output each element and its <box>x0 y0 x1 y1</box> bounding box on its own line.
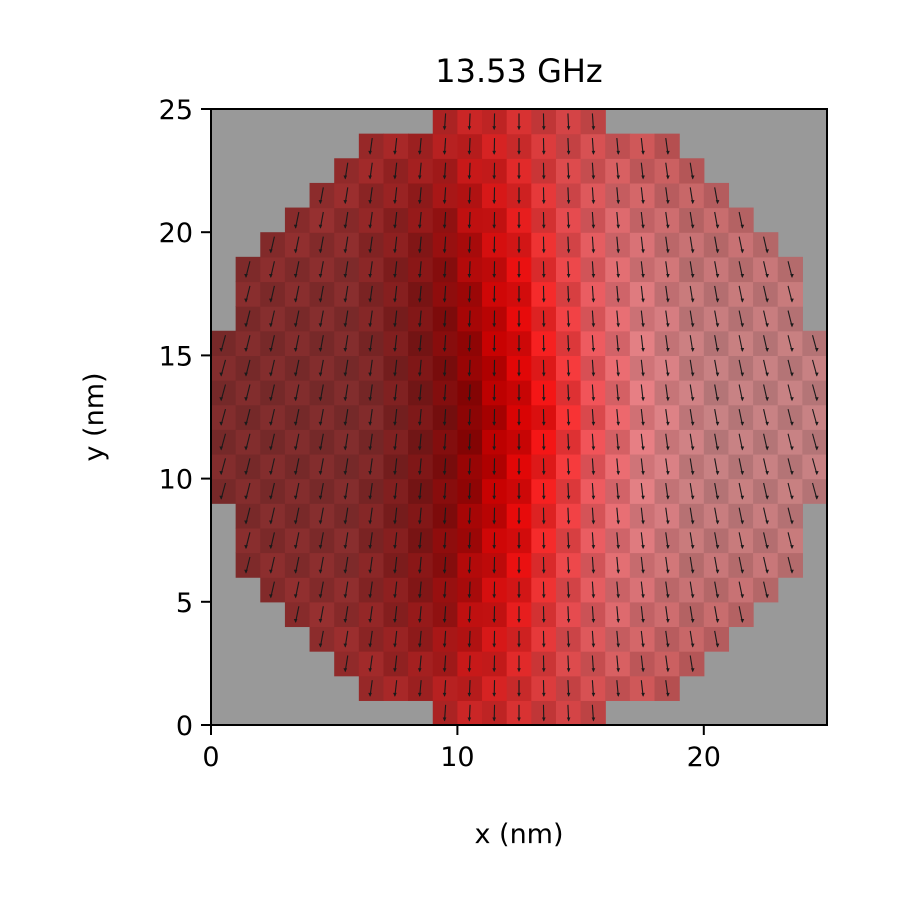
y-tick-label: 25 <box>159 95 193 126</box>
chart-title: 13.53 GHz <box>435 52 602 90</box>
plot-area <box>211 109 828 726</box>
y-tick-label: 20 <box>159 218 193 249</box>
x-tick-label: 20 <box>687 742 721 773</box>
x-axis-label: x (nm) <box>474 819 563 850</box>
y-tick-label: 5 <box>176 588 193 619</box>
y-axis-label: y (nm) <box>79 372 110 461</box>
y-tick-label: 0 <box>176 711 193 742</box>
x-tick-label: 0 <box>202 742 219 773</box>
y-tick-label: 10 <box>159 465 193 496</box>
y-tick-label: 15 <box>159 341 193 372</box>
x-tick-label: 10 <box>440 742 474 773</box>
